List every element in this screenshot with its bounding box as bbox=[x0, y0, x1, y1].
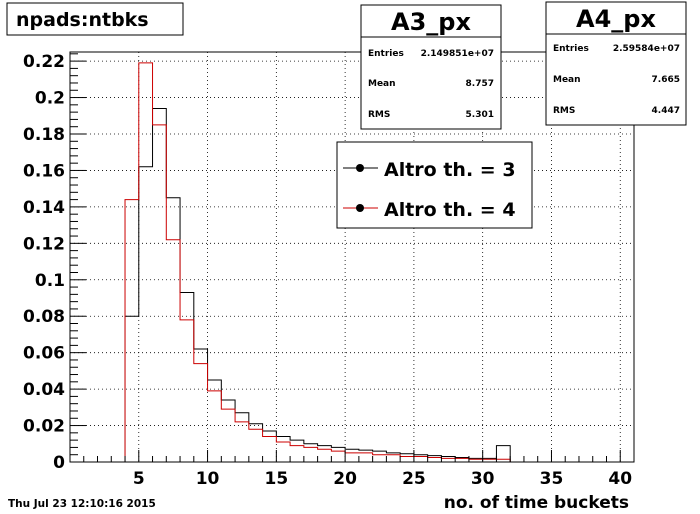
y-tick-label: 0.06 bbox=[23, 344, 65, 364]
stat-rms-label: RMS bbox=[368, 110, 390, 120]
y-tick-label: 0.14 bbox=[23, 198, 65, 218]
stat-entries-value: 2.59584e+07 bbox=[613, 44, 680, 54]
legend-label: Altro th. = 4 bbox=[384, 199, 516, 221]
y-tick-label: 0.16 bbox=[23, 161, 65, 181]
legend-entry: Altro th. = 4 bbox=[343, 199, 516, 221]
y-tick-label: 0 bbox=[53, 453, 65, 473]
title-box: npads:ntbks bbox=[6, 2, 184, 36]
stat-box-title: A3_px bbox=[391, 8, 471, 36]
stat-mean-label: Mean bbox=[553, 75, 581, 85]
y-tick-label: 0.02 bbox=[23, 417, 65, 437]
y-tick-label: 0.2 bbox=[35, 89, 65, 109]
stat-rms-value: 5.301 bbox=[466, 110, 494, 120]
series-step-line bbox=[111, 62, 511, 463]
legend-marker-icon bbox=[356, 204, 364, 212]
y-tick-label: 0.08 bbox=[23, 307, 65, 327]
stat-box-a3: A3_px Entries 2.149851e+07 Mean 8.757 RM… bbox=[360, 4, 502, 130]
x-tick-label: 10 bbox=[196, 469, 220, 489]
legend-marker-icon bbox=[356, 164, 364, 172]
y-tick-label: 0.22 bbox=[23, 52, 65, 72]
y-tick-label: 0.04 bbox=[23, 380, 65, 400]
stat-rms-value: 4.447 bbox=[652, 106, 680, 116]
x-tick-label: 5 bbox=[133, 469, 145, 489]
x-axis-title: no. of time buckets bbox=[444, 493, 629, 513]
legend: Altro th. = 3 Altro th. = 4 bbox=[336, 141, 533, 229]
stat-mean-value: 8.757 bbox=[466, 79, 494, 89]
stat-entries-value: 2.149851e+07 bbox=[421, 49, 494, 59]
stat-mean-label: Mean bbox=[368, 79, 396, 89]
y-tick-label: 0.18 bbox=[23, 125, 65, 145]
plot-frame bbox=[69, 51, 635, 463]
stat-box-title: A4_px bbox=[576, 5, 656, 33]
stat-mean-value: 7.665 bbox=[652, 75, 680, 85]
y-tick-label: 0.12 bbox=[23, 234, 65, 254]
stat-rms-label: RMS bbox=[553, 106, 575, 116]
legend-entry: Altro th. = 3 bbox=[343, 159, 516, 181]
axes: 5 10 15 20 25 30 35 40 0 0.02 0.04 0.06 0.08 0.1 0.12 0… bbox=[23, 52, 635, 489]
x-tick-label: 40 bbox=[608, 469, 632, 489]
x-tick-label: 35 bbox=[540, 469, 564, 489]
legend-label: Altro th. = 3 bbox=[384, 159, 516, 181]
stat-box-a4: A4_px Entries 2.59584e+07 Mean 7.665 RMS… bbox=[545, 1, 687, 126]
x-tick-label: 25 bbox=[402, 469, 426, 489]
x-tick-label: 30 bbox=[471, 469, 495, 489]
date-stamp: Thu Jul 23 12:10:16 2015 bbox=[8, 498, 156, 510]
chart-title: npads:ntbks bbox=[16, 9, 149, 31]
y-tick-label: 0.1 bbox=[35, 271, 65, 291]
x-tick-label: 15 bbox=[265, 469, 289, 489]
stat-entries-label: Entries bbox=[368, 49, 404, 59]
x-tick-label: 20 bbox=[333, 469, 357, 489]
stat-entries-label: Entries bbox=[553, 44, 589, 54]
